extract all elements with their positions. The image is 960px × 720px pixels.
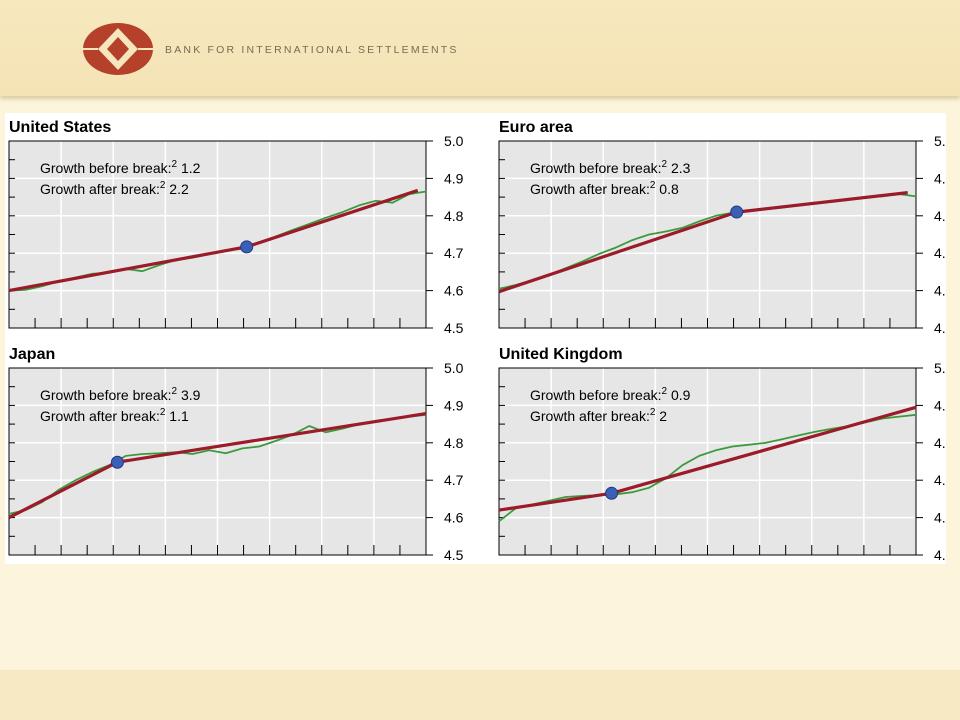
plot-frame bbox=[498, 367, 917, 556]
annotation-label: Growth after break: bbox=[40, 181, 160, 197]
annotation-label: Growth before break: bbox=[530, 160, 662, 176]
annotation-superscript: 2 bbox=[662, 386, 668, 397]
y-tick-label: 4.5 bbox=[444, 547, 464, 563]
y-tick-label: 4.5 bbox=[934, 320, 946, 336]
annotation-label: Growth after break: bbox=[530, 408, 650, 424]
annotation-text: Growth after break:2 0.8 bbox=[530, 180, 679, 197]
y-tick-label: 4.7 bbox=[934, 472, 946, 488]
chart-title: United Kingdom bbox=[499, 346, 623, 363]
y-tick-label: 4.9 bbox=[444, 397, 464, 413]
annotation-value: 2 bbox=[655, 408, 667, 424]
y-tick-label: 5.0 bbox=[444, 133, 464, 149]
charts-panel: United States 5.0 4.9 4.8 4.7 4.6 4.5 Growth be… bbox=[5, 113, 954, 564]
header-band: BANK FOR INTERNATIONAL SETTLEMENTS bbox=[0, 0, 960, 96]
chart-title: United States bbox=[9, 119, 111, 136]
annotation-superscript: 2 bbox=[172, 386, 178, 397]
annotation-value: 0.9 bbox=[667, 387, 691, 403]
y-tick-label: 4.6 bbox=[934, 283, 946, 299]
annotation-label: Growth before break: bbox=[530, 387, 662, 403]
y-tick-label: 4.5 bbox=[934, 547, 946, 563]
chart-panel: United Kingdom 5.0 4.9 4.8 4.7 4.6 4.5 Growth b… bbox=[498, 346, 954, 563]
break-point-marker bbox=[730, 205, 744, 219]
annotation-superscript: 2 bbox=[650, 180, 656, 191]
y-tick-label: 4.5 bbox=[444, 320, 464, 336]
y-tick-label: 5.0 bbox=[444, 360, 464, 376]
y-tick-label: 4.8 bbox=[934, 435, 946, 451]
y-tick-label: 4.9 bbox=[444, 170, 464, 186]
y-tick-label: 4.7 bbox=[934, 245, 946, 261]
annotation-value: 1.2 bbox=[177, 160, 201, 176]
annotation-superscript: 2 bbox=[662, 159, 668, 170]
annotation-text: Growth after break:2 2.2 bbox=[40, 180, 189, 197]
annotation-text: Growth before break:2 1.2 bbox=[40, 159, 201, 176]
break-point-marker bbox=[110, 455, 124, 469]
annotation-label: Growth after break: bbox=[530, 181, 650, 197]
annotation-superscript: 2 bbox=[172, 159, 178, 170]
annotation-text: Growth before break:2 2.3 bbox=[530, 159, 691, 176]
bank-name: BANK FOR INTERNATIONAL SETTLEMENTS bbox=[165, 44, 459, 56]
break-point-marker bbox=[605, 486, 619, 500]
y-tick-label: 4.6 bbox=[934, 510, 946, 526]
annotation-value: 2.3 bbox=[667, 160, 691, 176]
plot-frame bbox=[8, 367, 427, 556]
annotation-value: 1.1 bbox=[165, 408, 189, 424]
break-point-marker bbox=[240, 240, 254, 254]
annotation-value: 0.8 bbox=[655, 181, 679, 197]
plot-frame bbox=[8, 140, 427, 329]
chart-title: Japan bbox=[9, 346, 55, 363]
annotation-value: 2.2 bbox=[165, 181, 189, 197]
annotation-label: Growth before break: bbox=[40, 160, 172, 176]
annotation-superscript: 2 bbox=[160, 180, 166, 191]
annotation-value: 3.9 bbox=[177, 387, 201, 403]
annotation-text: Growth before break:2 0.9 bbox=[530, 386, 691, 403]
annotation-superscript: 2 bbox=[160, 407, 166, 418]
footer-band bbox=[0, 670, 960, 720]
annotation-label: Growth before break: bbox=[40, 387, 172, 403]
plot-frame bbox=[498, 140, 917, 329]
y-tick-label: 4.8 bbox=[444, 435, 464, 451]
y-tick-label: 4.6 bbox=[444, 283, 464, 299]
y-tick-label: 4.6 bbox=[444, 510, 464, 526]
annotation-label: Growth after break: bbox=[40, 408, 160, 424]
y-tick-label: 5.0 bbox=[934, 133, 946, 149]
chart-panel: Japan 5.0 4.9 4.8 4.7 4.6 4.5 Growth before bre… bbox=[8, 346, 464, 563]
y-tick-label: 4.7 bbox=[444, 472, 464, 488]
y-tick-label: 4.7 bbox=[444, 245, 464, 261]
chart-panel: United States 5.0 4.9 4.8 4.7 4.6 4.5 Growth be… bbox=[8, 119, 464, 336]
chart-title: Euro area bbox=[499, 119, 573, 136]
chart-panel: Euro area 5.0 4.9 4.8 4.7 4.6 4.5 Growth before… bbox=[498, 119, 954, 336]
y-tick-label: 4.8 bbox=[934, 208, 946, 224]
y-tick-label: 4.8 bbox=[444, 208, 464, 224]
y-tick-label: 4.9 bbox=[934, 170, 946, 186]
bis-logo-icon bbox=[83, 23, 153, 75]
y-tick-label: 4.9 bbox=[934, 397, 946, 413]
annotation-superscript: 2 bbox=[650, 407, 656, 418]
annotation-text: Growth after break:2 1.1 bbox=[40, 407, 189, 424]
charts-canvas: United States 5.0 4.9 4.8 4.7 4.6 4.5 Growth be… bbox=[8, 119, 954, 563]
annotation-text: Growth before break:2 3.9 bbox=[40, 386, 201, 403]
annotation-text: Growth after break:2 2 bbox=[530, 407, 667, 424]
y-tick-label: 5.0 bbox=[934, 360, 946, 376]
